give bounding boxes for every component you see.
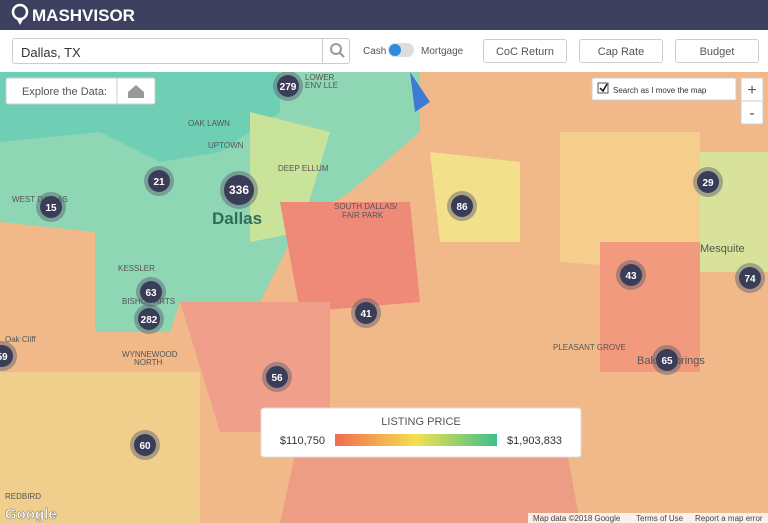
report-link[interactable]: Report a map error — [695, 514, 763, 523]
cluster[interactable] — [739, 267, 761, 289]
cluster-count: 56 — [271, 373, 283, 384]
cash-label: Cash — [363, 46, 387, 57]
header: MASHVISOR — [0, 0, 768, 30]
cluster-count: 65 — [661, 356, 673, 367]
place-label: NORTH — [134, 358, 163, 367]
place-label: PLEASANT GROVE — [553, 343, 626, 352]
legend-max: $1,903,833 — [507, 435, 562, 447]
cluster-count: 59 — [0, 352, 8, 363]
cluster[interactable] — [355, 302, 377, 324]
place-label: Oak Cliff — [5, 335, 36, 344]
toolbar: Dallas, TX Cash Mortgage CoC Return Cap … — [0, 30, 768, 73]
water — [410, 72, 430, 112]
region — [250, 112, 330, 242]
cluster-count: 41 — [360, 309, 372, 320]
region — [180, 302, 330, 432]
legend: LISTING PRICE $110,750 $1,903,833 — [260, 407, 582, 458]
cluster[interactable] — [697, 171, 719, 193]
cluster[interactable] — [620, 264, 642, 286]
cluster[interactable] — [134, 434, 156, 456]
cluster[interactable] — [451, 195, 473, 217]
place-label: OAK LAWN — [188, 119, 230, 128]
place-label: KESSLER — [118, 264, 155, 273]
place-label: FAIR PARK — [342, 211, 384, 220]
cluster-count: 15 — [45, 203, 57, 214]
region — [280, 202, 420, 312]
mortgage-label: Mortgage — [421, 46, 464, 57]
cluster[interactable] — [277, 75, 299, 97]
filter-button[interactable]: Cap Rate — [579, 39, 663, 63]
region — [0, 372, 200, 523]
search-move-label: Search as I move the map — [613, 86, 707, 95]
cluster-count: 60 — [139, 441, 151, 452]
search-move-box[interactable]: Search as I move the map — [591, 77, 737, 101]
cluster[interactable] — [0, 345, 13, 367]
cluster-count: 63 — [145, 288, 157, 299]
cluster-count: 282 — [141, 315, 158, 326]
cluster-count: 74 — [744, 274, 756, 285]
cluster[interactable] — [266, 366, 288, 388]
cluster-count: 279 — [280, 82, 297, 93]
search-input[interactable]: Dallas, TX — [12, 38, 350, 64]
cluster-count: 336 — [229, 183, 249, 197]
place-label: SOUTH DALLAS/ — [334, 202, 398, 211]
place-label: ENV LLE — [305, 81, 338, 90]
cluster[interactable] — [140, 281, 162, 303]
explore-box: Explore the Data: — [5, 77, 156, 105]
explore-label: Explore the Data: — [22, 86, 107, 98]
legend-gradient — [335, 434, 497, 446]
filter-button[interactable]: Budget — [675, 39, 759, 63]
map-data: Map data ©2018 Google — [533, 514, 621, 523]
legend-min: $110,750 — [280, 435, 325, 447]
cluster[interactable] — [40, 196, 62, 218]
home-icon[interactable] — [128, 85, 144, 98]
cluster[interactable] — [224, 175, 254, 205]
region — [430, 152, 520, 242]
cluster-count: 86 — [456, 202, 468, 213]
search-button[interactable] — [322, 38, 351, 64]
search-icon — [330, 43, 345, 58]
brand: MASHVISOR — [32, 6, 135, 25]
clusters: 279 21 336 15 86 29 63 282 43 74 41 59 56 65 60 — [0, 72, 765, 460]
toggle[interactable] — [388, 43, 414, 57]
zoom-out[interactable]: - — [749, 105, 754, 122]
cluster[interactable] — [656, 349, 678, 371]
zoom-in[interactable]: + — [747, 82, 756, 99]
google-logo: Google — [5, 506, 57, 523]
cluster-count: 43 — [625, 271, 637, 282]
logo-icon — [11, 3, 29, 25]
cluster[interactable] — [148, 170, 170, 192]
zoom-controls[interactable]: + - — [740, 77, 764, 125]
place-label: WEST DALLAS — [12, 195, 68, 204]
place-label: UPTOWN — [208, 141, 244, 150]
terms-link[interactable]: Terms of Use — [636, 514, 684, 523]
region — [560, 132, 700, 272]
region — [600, 242, 700, 372]
legend-title: LISTING PRICE — [381, 416, 460, 428]
place-label: Mesquite — [700, 243, 745, 255]
place-label: REDBIRD — [5, 492, 41, 501]
place-label: DEEP ELLUM — [278, 164, 329, 173]
cluster-count: 21 — [153, 177, 165, 188]
place-label: LOWER — [305, 73, 335, 82]
place-label: Dallas — [212, 209, 262, 228]
cluster-count: 29 — [702, 178, 714, 189]
filter-button[interactable]: CoC Return — [483, 39, 567, 63]
place-label: WYNNEWOOD — [122, 350, 178, 359]
cluster[interactable] — [138, 308, 160, 330]
